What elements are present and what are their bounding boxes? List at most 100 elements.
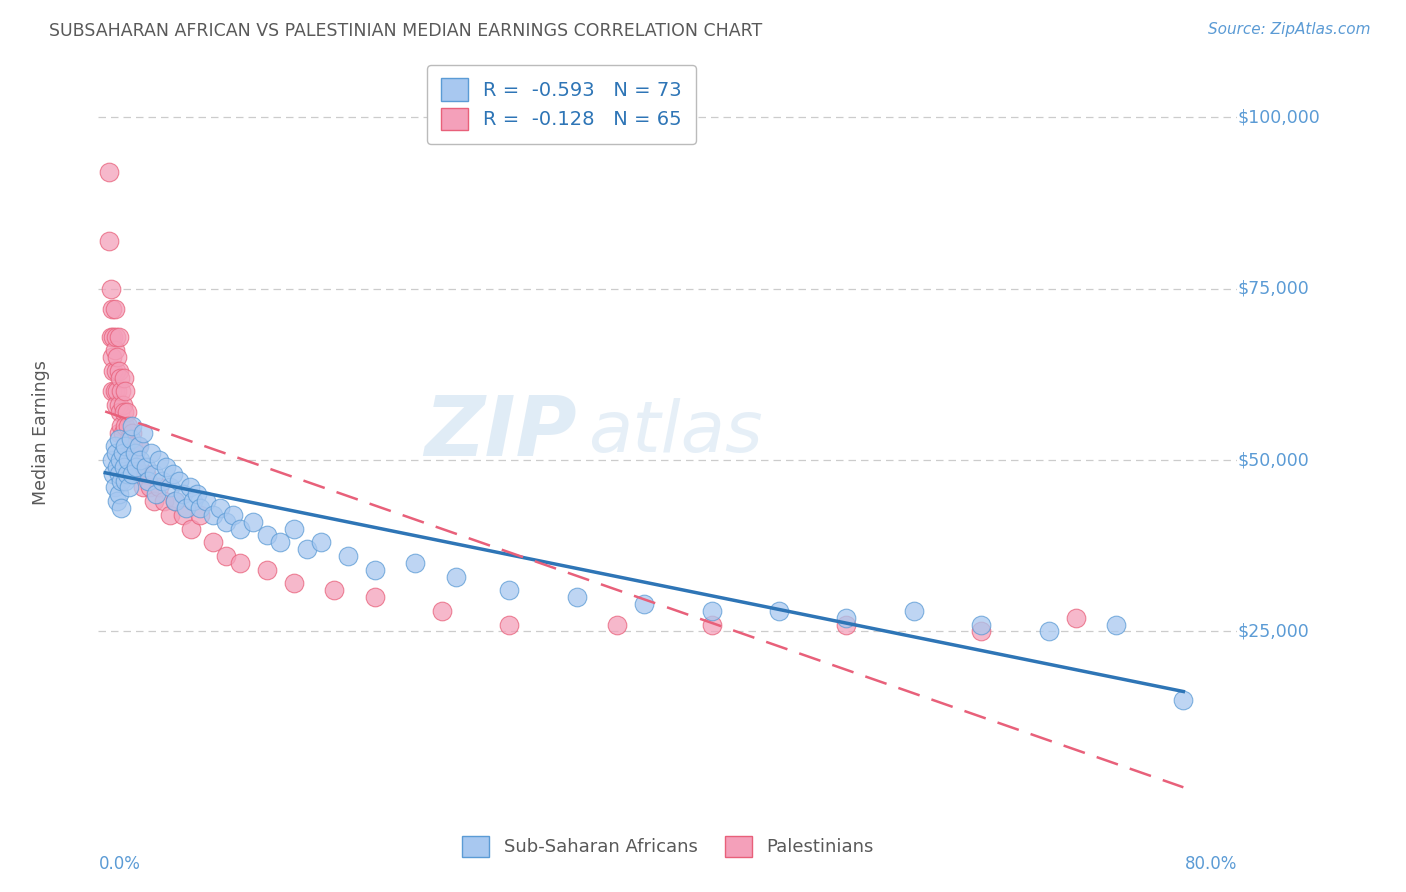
Point: [103, 364, 125, 378]
Point: [142, 494, 165, 508]
Point: [148, 453, 170, 467]
Point: [104, 384, 127, 399]
Point: [104, 302, 127, 317]
Point: [112, 459, 135, 474]
Point: [105, 384, 128, 399]
Point: [104, 343, 127, 358]
Point: [117, 453, 139, 467]
Point: [124, 446, 146, 460]
Point: [132, 480, 155, 494]
Point: [165, 494, 187, 508]
Point: [172, 487, 194, 501]
Point: [700, 604, 723, 618]
Point: [222, 508, 245, 522]
Point: [114, 384, 136, 399]
Point: [114, 439, 136, 453]
Point: [142, 467, 165, 481]
Point: [98, 165, 121, 179]
Point: [283, 576, 305, 591]
Point: [188, 508, 211, 522]
Point: [180, 522, 202, 536]
Point: [104, 480, 127, 494]
Point: [1105, 617, 1128, 632]
Point: [633, 597, 655, 611]
Point: [165, 494, 187, 508]
Point: [108, 371, 131, 385]
Point: [1038, 624, 1060, 639]
Text: 80.0%: 80.0%: [1185, 855, 1237, 872]
Point: [229, 522, 252, 536]
Point: [127, 439, 149, 453]
Point: [336, 549, 359, 563]
Point: [104, 439, 127, 453]
Point: [135, 459, 157, 474]
Point: [201, 508, 224, 522]
Legend: Sub-Saharan Africans, Palestinians: Sub-Saharan Africans, Palestinians: [456, 829, 880, 864]
Point: [129, 467, 152, 481]
Point: [768, 604, 790, 618]
Point: [565, 590, 588, 604]
Point: [111, 425, 134, 440]
Point: [101, 453, 124, 467]
Text: $25,000: $25,000: [1237, 623, 1309, 640]
Point: [256, 528, 278, 542]
Point: [121, 425, 143, 440]
Point: [970, 617, 993, 632]
Point: [195, 494, 218, 508]
Point: [118, 433, 141, 447]
Text: ZIP: ZIP: [425, 392, 576, 473]
Point: [112, 405, 135, 419]
Point: [121, 467, 143, 481]
Point: [110, 384, 132, 399]
Point: [269, 535, 291, 549]
Text: $100,000: $100,000: [1237, 108, 1320, 127]
Point: [159, 480, 181, 494]
Point: [1064, 610, 1087, 624]
Point: [117, 418, 139, 433]
Text: Source: ZipAtlas.com: Source: ZipAtlas.com: [1208, 22, 1371, 37]
Point: [104, 364, 127, 378]
Point: [970, 624, 993, 639]
Point: [835, 610, 858, 624]
Point: [122, 439, 145, 453]
Text: Median Earnings: Median Earnings: [32, 360, 51, 505]
Point: [107, 425, 129, 440]
Point: [121, 418, 143, 433]
Point: [100, 282, 122, 296]
Point: [120, 433, 142, 447]
Point: [107, 467, 129, 481]
Point: [105, 494, 128, 508]
Point: [107, 398, 129, 412]
Text: $75,000: $75,000: [1237, 280, 1309, 298]
Point: [430, 604, 453, 618]
Point: [242, 515, 264, 529]
Point: [297, 542, 319, 557]
Point: [145, 487, 167, 501]
Point: [110, 474, 132, 488]
Point: [104, 329, 127, 343]
Point: [108, 453, 131, 467]
Point: [283, 522, 305, 536]
Point: [105, 350, 128, 364]
Point: [835, 617, 858, 632]
Point: [498, 617, 520, 632]
Point: [404, 556, 426, 570]
Point: [118, 480, 141, 494]
Point: [107, 364, 129, 378]
Point: [135, 467, 157, 481]
Point: [114, 418, 136, 433]
Point: [1173, 693, 1195, 707]
Point: [256, 563, 278, 577]
Point: [153, 494, 176, 508]
Point: [606, 617, 628, 632]
Point: [364, 563, 387, 577]
Point: [101, 302, 124, 317]
Point: [132, 425, 155, 440]
Point: [181, 494, 204, 508]
Point: [120, 439, 142, 453]
Point: [159, 508, 181, 522]
Point: [115, 467, 138, 481]
Point: [128, 439, 150, 453]
Point: [103, 467, 125, 481]
Point: [903, 604, 925, 618]
